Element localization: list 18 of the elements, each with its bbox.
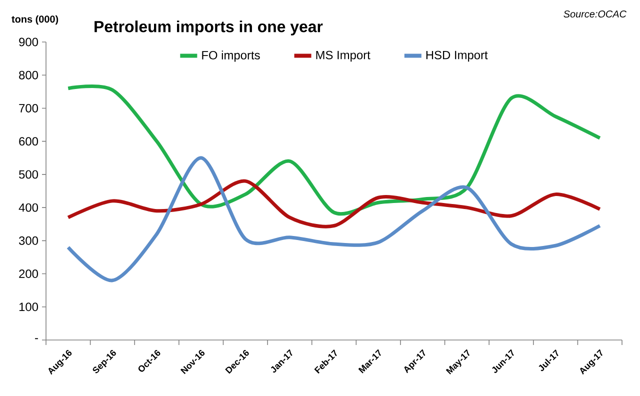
y-tick-label: 900 (19, 38, 38, 46)
y-tick-label: 500 (19, 170, 38, 179)
y-tick-label: 600 (19, 137, 38, 146)
source-note: Source:OCAC (564, 10, 627, 18)
line-series (66, 156, 602, 282)
line-series (66, 179, 602, 228)
y-tick-label: 100 (19, 302, 38, 312)
chart-title: Petroleum imports in one year (94, 20, 323, 36)
legend-label: MS Import (316, 50, 370, 62)
legend-label: FO imports (202, 50, 260, 62)
y-tick-label: 400 (18, 203, 38, 212)
y-tick-label: 800 (19, 70, 38, 80)
y-tick-label: 700 (19, 104, 38, 112)
y-tick-label: 200 (19, 270, 38, 278)
y-tick-label: 300 (18, 236, 38, 245)
y-tick-label: - (35, 338, 38, 340)
legend-label: HSD Import (426, 50, 488, 62)
y-axis-title: tons (000) (12, 15, 58, 25)
